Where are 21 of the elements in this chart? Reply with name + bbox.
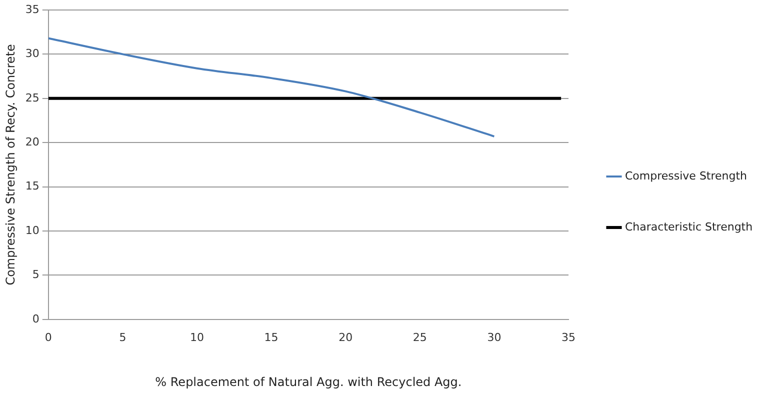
y-tick-label: 15 [25,180,40,193]
legend-label: Characteristic Strength [625,220,753,234]
y-tick-label: 30 [25,47,40,60]
y-tick-label: 0 [32,312,40,326]
x-axis-title: % Replacement of Natural Agg. with Recycled Agg. [155,374,462,389]
x-tick-label: 5 [119,330,126,344]
y-tick-label: 25 [25,91,40,104]
x-tick-label: 30 [487,330,502,344]
y-tick-label: 20 [25,135,40,148]
x-tick-label: 15 [264,330,278,344]
x-tick-label: 20 [338,330,353,344]
legend-label: Compressive Strength [625,169,748,182]
x-tick-label: 35 [562,330,576,344]
y-tick-label: 35 [25,2,40,16]
x-tick-label: 0 [44,330,52,344]
x-tick-label: 25 [412,330,427,344]
y-tick-label: 5 [32,268,40,282]
x-tick-label: 10 [190,330,204,344]
y-tick-label: 10 [25,224,40,237]
y-axis-title: Compressive Strength of Recy. Concrete [3,44,18,286]
line-series [48,37,496,138]
